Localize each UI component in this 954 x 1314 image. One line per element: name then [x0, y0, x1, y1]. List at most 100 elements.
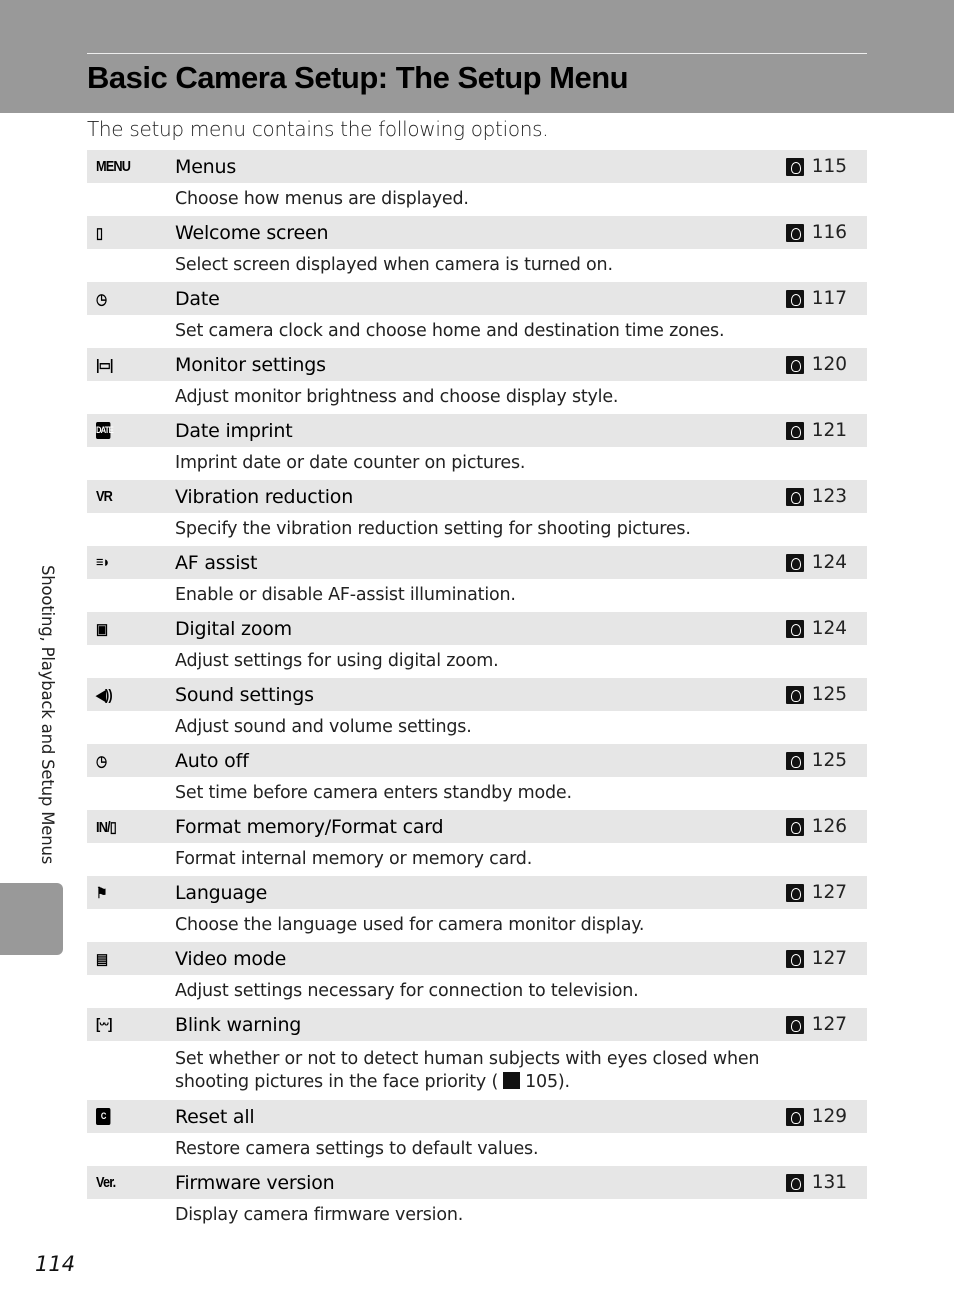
page-ref-icon: [785, 223, 804, 242]
page-ref-number: 126: [811, 816, 847, 837]
page-reference: 131: [785, 1172, 847, 1193]
table-row: ▯ Welcome screen 116: [87, 216, 867, 249]
page-reference: 127: [785, 1014, 847, 1035]
page-ref-number: 124: [811, 618, 847, 639]
option-name: Monitor settings: [175, 353, 326, 376]
option-description: Set camera clock and choose home and des…: [87, 315, 867, 348]
page-reference: 124: [785, 552, 847, 573]
description-text: Select screen displayed when camera is t…: [175, 255, 613, 275]
table-row: ▤ Video mode 127: [87, 942, 867, 975]
table-row: [ᵕᵕ] Blink warning 127: [87, 1008, 867, 1041]
digital-zoom-icon: ▣: [96, 620, 108, 638]
page-ref-icon: [785, 355, 804, 374]
page-ref-icon: [785, 619, 804, 638]
page-ref-icon: [785, 949, 804, 968]
option-name: Sound settings: [175, 683, 314, 706]
page-ref-icon: [785, 1015, 804, 1034]
page-reference: 127: [785, 948, 847, 969]
option-description: Restore camera settings to default value…: [87, 1133, 867, 1166]
option-name: Digital zoom: [175, 617, 292, 640]
header-rule: [87, 53, 867, 54]
option-name: Date imprint: [175, 419, 293, 442]
table-row: IN/▯ Format memory/Format card 126: [87, 810, 867, 843]
page-ref-number: 127: [811, 882, 847, 903]
table-row: ◷ Auto off 125: [87, 744, 867, 777]
page-ref-number: 125: [811, 684, 847, 705]
option-description: Adjust sound and volume settings.: [87, 711, 867, 744]
option-name: Menus: [175, 155, 237, 178]
page-reference: 126: [785, 816, 847, 837]
page-reference: 129: [785, 1106, 847, 1127]
description-text: Restore camera settings to default value…: [175, 1139, 539, 1159]
page-reference: 127: [785, 882, 847, 903]
page-ref-number: 117: [811, 288, 847, 309]
format-memory-card-icon: IN/▯: [96, 818, 117, 836]
description-text: Set time before camera enters standby mo…: [175, 783, 572, 803]
page-ref-icon: [785, 817, 804, 836]
page-ref-number: 131: [811, 1172, 847, 1193]
description-text: Adjust monitor brightness and choose dis…: [175, 387, 619, 407]
page-ref-number: 116: [811, 222, 847, 243]
option-name: Vibration reduction: [175, 485, 354, 508]
language-icon: ⚑: [96, 884, 107, 902]
option-name: Reset all: [175, 1105, 255, 1128]
page-reference: 124: [785, 618, 847, 639]
date-imprint-icon: DATE: [96, 420, 114, 441]
vr-icon: VR: [96, 488, 113, 505]
table-row: ⚑ Language 127: [87, 876, 867, 909]
description-text: Adjust settings necessary for connection…: [175, 981, 639, 1001]
video-mode-icon: ▤: [96, 950, 108, 968]
page-ref-icon: [785, 1173, 804, 1192]
description-text: Choose how menus are displayed.: [175, 189, 469, 209]
page-ref-icon: [785, 685, 804, 704]
table-row: ≡◗ AF assist 124: [87, 546, 867, 579]
intro-text: The setup menu contains the following op…: [87, 117, 549, 141]
table-row: ▣ Digital zoom 124: [87, 612, 867, 645]
option-description: Display camera firmware version.: [87, 1199, 867, 1232]
blink-warning-icon: [ᵕᵕ]: [96, 1016, 112, 1033]
page-reference: 116: [785, 222, 847, 243]
page-reference: 125: [785, 750, 847, 771]
option-description: Enable or disable AF-assist illumination…: [87, 579, 867, 612]
table-row: DATE Date imprint 121: [87, 414, 867, 447]
page-ref-icon: [785, 1107, 804, 1126]
section-label: Shooting, Playback and Setup Menus: [38, 565, 57, 865]
description-text: Display camera firmware version.: [175, 1205, 464, 1225]
page-ref-number: 124: [811, 552, 847, 573]
page-ref-number: 129: [811, 1106, 847, 1127]
description-text: Choose the language used for camera moni…: [175, 915, 645, 935]
description-text: Specify the vibration reduction setting …: [175, 519, 691, 539]
page-reference: 115: [785, 156, 847, 177]
page-reference: 121: [785, 420, 847, 441]
option-description: Imprint date or date counter on pictures…: [87, 447, 867, 480]
page-ref-number: 127: [811, 948, 847, 969]
auto-off-icon: ◷: [96, 752, 107, 770]
page-ref-number: 115: [811, 156, 847, 177]
page-ref-icon: [785, 421, 804, 440]
table-row: C Reset all 129: [87, 1100, 867, 1133]
page-ref-icon: [785, 487, 804, 506]
option-description: Select screen displayed when camera is t…: [87, 249, 867, 282]
page-number: 114: [35, 1252, 76, 1276]
description-text: Format internal memory or memory card.: [175, 849, 533, 869]
table-row: ◀)) Sound settings 125: [87, 678, 867, 711]
page-ref-icon: [785, 157, 804, 176]
option-description: Choose how menus are displayed.: [87, 183, 867, 216]
setup-options-table: MENU Menus 115 Choose how menus are displ…: [87, 150, 867, 1232]
page-ref-icon: [785, 883, 804, 902]
page-ref-icon: [785, 751, 804, 770]
table-row: |▭| Monitor settings 120: [87, 348, 867, 381]
option-name: Welcome screen: [175, 221, 329, 244]
page-ref-number: 127: [811, 1014, 847, 1035]
option-name: Blink warning: [175, 1013, 302, 1036]
page-ref-icon: [785, 553, 804, 572]
page-ref-icon: [503, 1071, 521, 1089]
option-name: Video mode: [175, 947, 287, 970]
table-row: VR Vibration reduction 123: [87, 480, 867, 513]
clock-icon: ◷: [96, 290, 107, 308]
header-band: [0, 0, 954, 113]
af-assist-icon: ≡◗: [96, 554, 110, 571]
option-description: Choose the language used for camera moni…: [87, 909, 867, 942]
firmware-icon: Ver.: [96, 1174, 116, 1191]
table-row: Ver. Firmware version 131: [87, 1166, 867, 1199]
